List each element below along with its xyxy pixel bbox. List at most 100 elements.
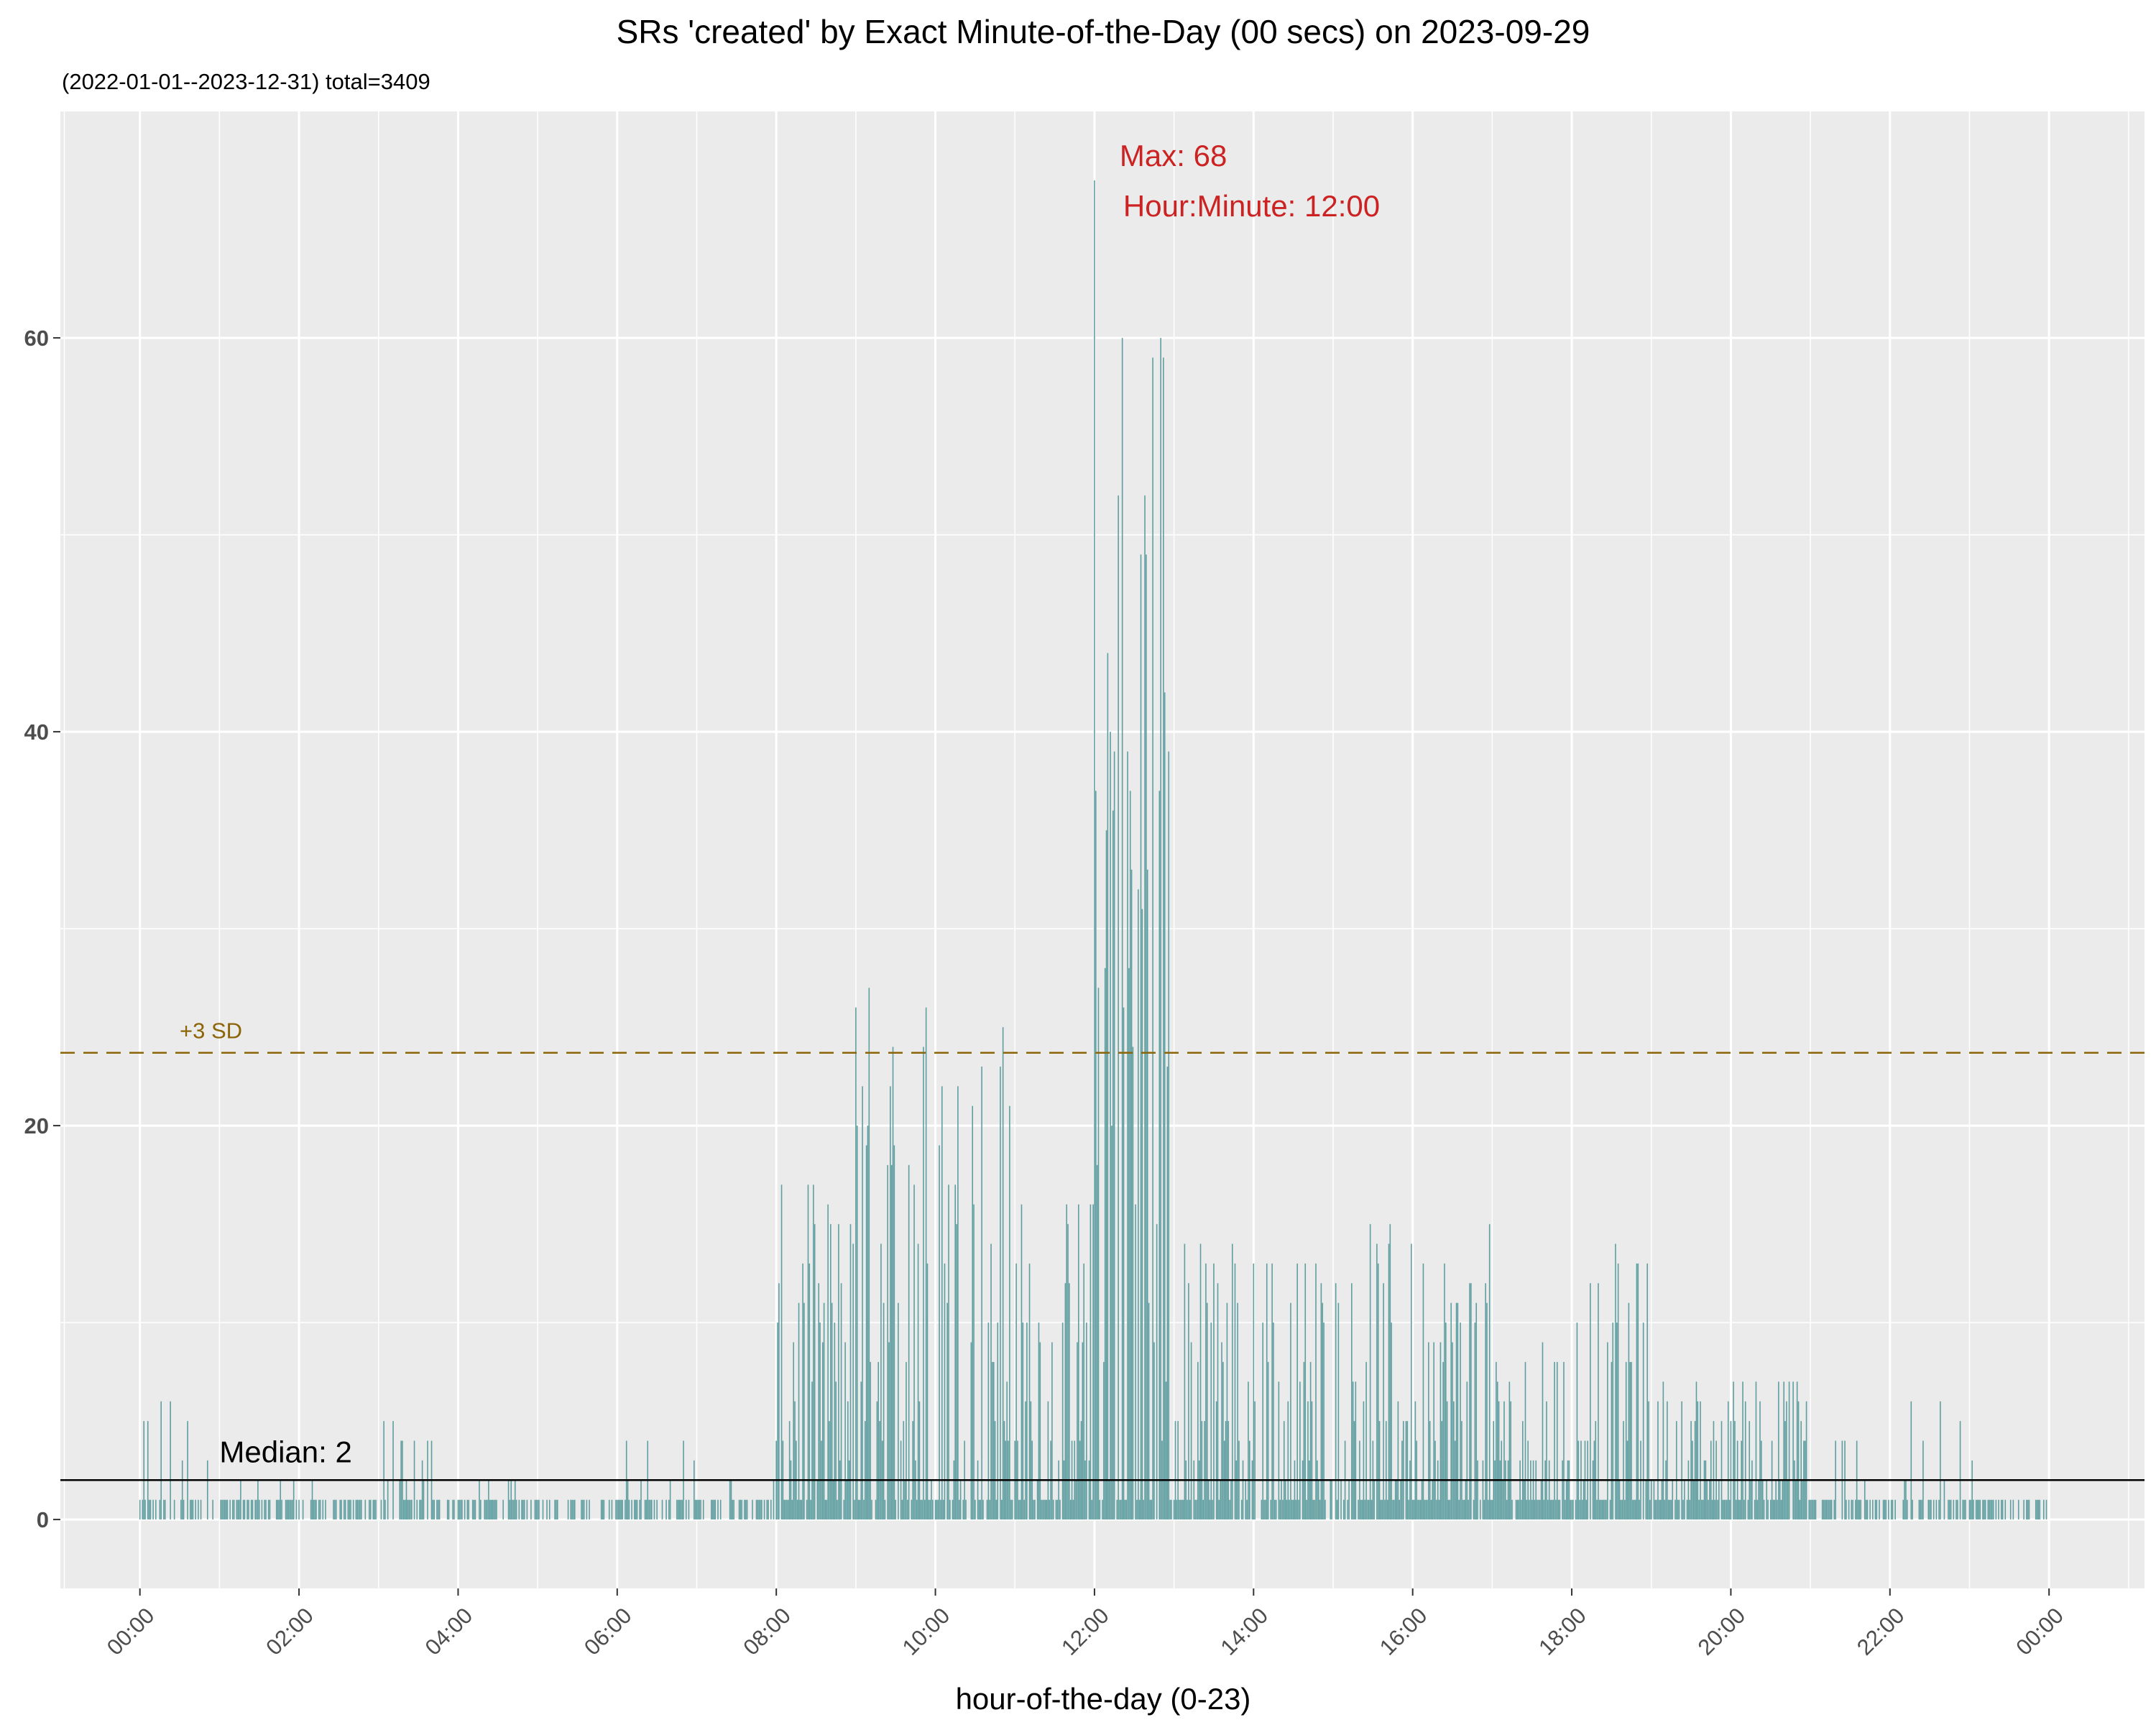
bar — [1639, 1499, 1640, 1520]
sd-label: +3 SD — [180, 1018, 242, 1044]
bar — [923, 1046, 924, 1520]
bar — [710, 1499, 712, 1520]
bar — [1852, 1499, 1853, 1520]
bar — [1077, 1342, 1078, 1520]
bar — [229, 1499, 231, 1520]
bar — [1084, 1460, 1086, 1520]
bar — [763, 1499, 765, 1520]
bar — [1787, 1480, 1789, 1520]
bar — [1479, 1499, 1481, 1520]
bar — [341, 1499, 342, 1520]
bar — [538, 1499, 540, 1520]
bar — [1044, 1499, 1045, 1520]
bar — [1198, 1460, 1200, 1520]
bar — [1670, 1499, 1672, 1520]
bar — [1559, 1499, 1561, 1520]
bar — [982, 1499, 984, 1520]
bar — [940, 1499, 941, 1520]
bar — [1432, 1480, 1434, 1520]
bar — [903, 1421, 905, 1520]
bar — [369, 1499, 370, 1520]
bar — [1033, 1499, 1034, 1520]
bar — [1767, 1499, 1769, 1520]
bar — [269, 1499, 271, 1520]
bar — [1830, 1499, 1833, 1520]
bar — [1373, 1480, 1375, 1520]
bar — [403, 1499, 405, 1520]
bar — [356, 1499, 359, 1520]
bar — [325, 1499, 326, 1520]
bar — [534, 1499, 536, 1520]
bar — [1446, 1401, 1448, 1520]
bar — [1485, 1283, 1486, 1520]
bar — [1107, 653, 1109, 1520]
bar — [1112, 810, 1114, 1520]
bar — [958, 1499, 960, 1520]
bar — [1452, 1342, 1453, 1520]
bar — [668, 1499, 670, 1520]
bar — [1231, 1243, 1233, 1520]
bar — [1111, 1126, 1112, 1520]
bar — [1625, 1361, 1627, 1520]
bar — [1103, 1361, 1105, 1520]
bar — [1662, 1381, 1664, 1520]
bar — [1125, 1499, 1128, 1520]
bar — [738, 1499, 740, 1520]
bar — [1121, 338, 1123, 1520]
bar — [1174, 1421, 1176, 1520]
bar — [1667, 1401, 1668, 1520]
bar — [813, 1184, 814, 1520]
bar — [142, 1499, 144, 1520]
bar — [826, 1499, 828, 1520]
bar — [173, 1499, 175, 1520]
bar — [694, 1499, 696, 1520]
bar — [1477, 1460, 1478, 1520]
bar — [1399, 1499, 1401, 1520]
bar — [570, 1499, 572, 1520]
bar — [1221, 1342, 1222, 1520]
bar — [1557, 1499, 1560, 1520]
bar — [548, 1499, 550, 1520]
bar — [936, 1499, 938, 1520]
bar — [802, 1263, 803, 1520]
bar — [181, 1460, 183, 1520]
bar — [221, 1499, 223, 1520]
bar — [310, 1499, 312, 1520]
bar — [144, 1499, 146, 1520]
bar — [1119, 1499, 1120, 1520]
bar — [1455, 1302, 1457, 1520]
bar — [746, 1499, 748, 1520]
bar — [946, 1302, 948, 1520]
bar — [816, 1480, 819, 1520]
bar — [1742, 1381, 1743, 1520]
bar — [1970, 1499, 1972, 1520]
bar — [1391, 1322, 1392, 1520]
bar — [1962, 1499, 1964, 1520]
bar — [1918, 1499, 1920, 1520]
bar — [1544, 1460, 1546, 1520]
bar — [1606, 1499, 1607, 1520]
bar — [1104, 967, 1106, 1520]
bar — [1002, 1027, 1004, 1520]
bar — [1063, 1460, 1065, 1520]
bar — [387, 1480, 389, 1520]
bar — [1642, 1322, 1644, 1520]
bar — [944, 1263, 946, 1520]
bar — [680, 1499, 682, 1520]
bar — [1600, 1499, 1602, 1520]
bar — [1505, 1460, 1506, 1520]
bar — [224, 1499, 226, 1520]
bar — [628, 1499, 630, 1520]
bar — [233, 1499, 235, 1520]
bar — [1744, 1401, 1746, 1520]
bar — [1351, 1283, 1353, 1520]
bar — [970, 1342, 972, 1520]
bar — [1848, 1499, 1850, 1520]
bar — [1761, 1480, 1764, 1520]
bar — [1275, 1499, 1277, 1520]
bar — [311, 1480, 313, 1520]
bar — [1615, 1243, 1616, 1520]
bar — [420, 1499, 422, 1520]
bar — [1034, 1499, 1036, 1520]
bar — [392, 1421, 394, 1520]
